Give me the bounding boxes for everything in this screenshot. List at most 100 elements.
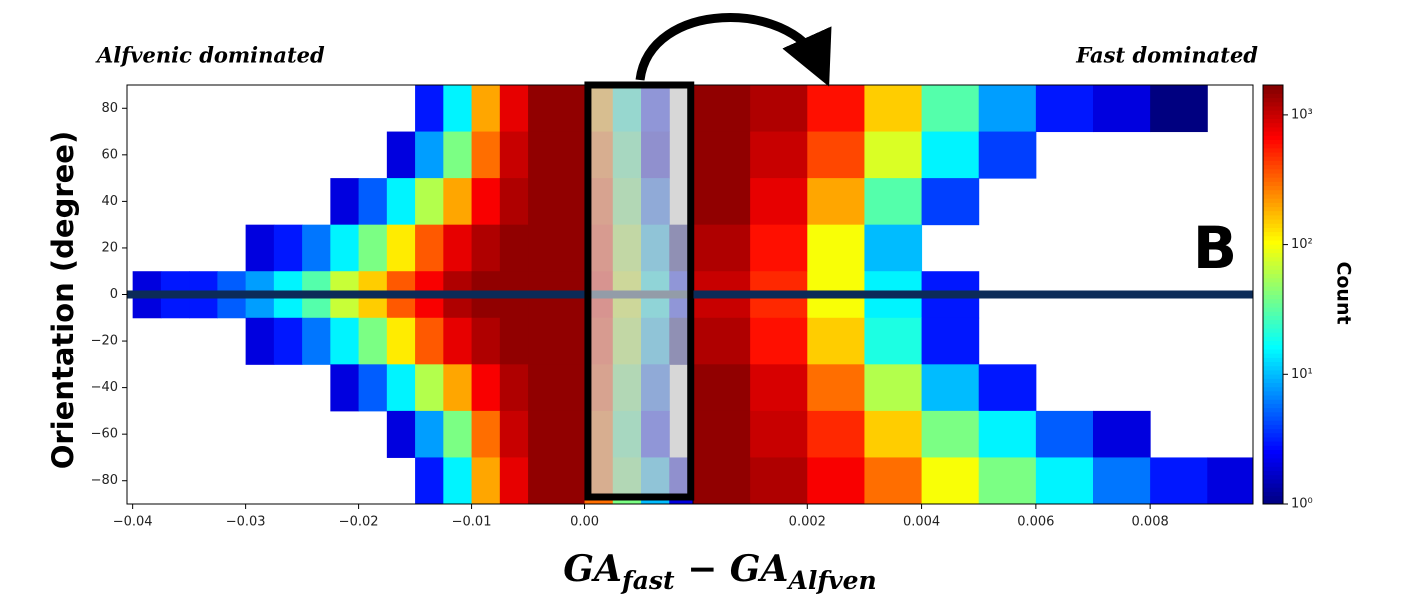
heat-cell (386, 224, 416, 272)
y-tick-label: 40 (101, 194, 118, 209)
heat-cell (499, 317, 529, 365)
colorbar-step (1263, 114, 1283, 120)
colorbar-step (1263, 374, 1283, 379)
heat-cell (693, 317, 751, 365)
heat-cell (556, 178, 586, 226)
colorbar-step (1263, 386, 1283, 392)
heat-cell (921, 410, 980, 458)
heat-cell (528, 85, 557, 133)
colorbar-step (1263, 390, 1283, 396)
heat-cell (443, 410, 473, 458)
heat-cell (807, 410, 865, 458)
colorbar-step (1263, 298, 1283, 304)
heat-cell (1093, 457, 1151, 504)
colorbar-step (1263, 348, 1283, 354)
heat-cell (807, 224, 865, 272)
heat-cell (528, 224, 557, 272)
colorbar-step (1263, 118, 1283, 124)
x-tick-label: 0.00 (570, 515, 599, 530)
heat-cell (978, 85, 1037, 133)
heat-cell (386, 410, 416, 458)
colorbar-step (1263, 315, 1283, 321)
heat-cell (330, 178, 360, 226)
colorbar-step (1263, 126, 1283, 132)
colorbar-step (1263, 395, 1283, 400)
colorbar-frame (1262, 84, 1284, 505)
colorbar-step (1263, 436, 1283, 442)
colorbar-step (1263, 156, 1283, 161)
heat-cell (750, 224, 808, 272)
heat-cell (443, 85, 473, 133)
colorbar-step (1263, 286, 1283, 291)
colorbar-tick-label: 10¹ (1291, 367, 1313, 382)
heat-cell (864, 317, 923, 365)
heat-cell (471, 131, 501, 179)
heat-cell (471, 410, 501, 458)
heat-cell (693, 178, 751, 226)
heat-cell (1093, 85, 1151, 133)
heat-cell (978, 364, 1037, 412)
heat-cell (807, 178, 865, 226)
colorbar-step (1263, 487, 1283, 492)
colorbar-step (1263, 202, 1283, 208)
colorbar-step (1263, 340, 1283, 346)
heat-cell (528, 364, 557, 412)
x-axis-label: GAfast − GAAlfven (563, 548, 876, 595)
colorbar-step (1263, 441, 1283, 446)
y-tick-label: −20 (91, 334, 118, 349)
heat-cell (750, 178, 808, 226)
colorbar-step (1263, 290, 1283, 295)
colorbar-step (1263, 152, 1283, 157)
heat-cell (693, 364, 751, 412)
plot-frame (692, 84, 1254, 505)
colorbar-tick-label: 10³ (1291, 107, 1313, 122)
colorbar-step (1263, 256, 1283, 262)
heat-cell (693, 224, 751, 272)
x-label-part: − GA (675, 548, 789, 590)
colorbar-step (1263, 457, 1283, 463)
heat-cell (471, 457, 501, 504)
colorbar-step (1263, 369, 1283, 375)
colorbar-step (1263, 219, 1283, 224)
heat-cell (386, 131, 416, 179)
panel-right (693, 85, 1253, 504)
heat-cell (415, 410, 444, 458)
colorbar-step (1263, 411, 1283, 417)
heat-cell (415, 317, 444, 365)
y-tick-label: 60 (101, 147, 118, 162)
x-label-part: GA (563, 548, 622, 590)
colorbar-step (1263, 231, 1283, 237)
heat-cell (386, 364, 416, 412)
colorbar-step (1263, 214, 1283, 220)
heat-cell (330, 364, 360, 412)
colorbar-step (1263, 499, 1283, 505)
heat-cell (750, 410, 808, 458)
heat-cell (330, 224, 360, 272)
heat-cell (415, 178, 444, 226)
colorbar-step (1263, 101, 1283, 107)
heat-cell (386, 317, 416, 365)
heat-cell (921, 364, 980, 412)
heat-cell (528, 131, 557, 179)
heat-cell (1207, 457, 1253, 504)
heat-cell (1093, 410, 1151, 458)
colorbar-step (1263, 160, 1283, 166)
colorbar-step (1263, 416, 1283, 421)
heat-cell (358, 224, 388, 272)
colorbar-step (1263, 307, 1283, 312)
heat-cell (921, 131, 980, 179)
colorbar-step (1263, 420, 1283, 425)
heat-cell (443, 364, 473, 412)
heat-cell (471, 85, 501, 133)
heat-cell (807, 85, 865, 133)
heat-cell (471, 178, 501, 226)
colorbar-step (1263, 382, 1283, 388)
heat-cell (528, 178, 557, 226)
heat-cell (471, 317, 501, 365)
heat-cell (807, 457, 865, 504)
y-tick-label: −80 (91, 473, 118, 488)
heat-cell (528, 457, 557, 504)
heat-cell (750, 131, 808, 179)
colorbar-label: Count (1333, 261, 1355, 324)
heat-cell (471, 364, 501, 412)
